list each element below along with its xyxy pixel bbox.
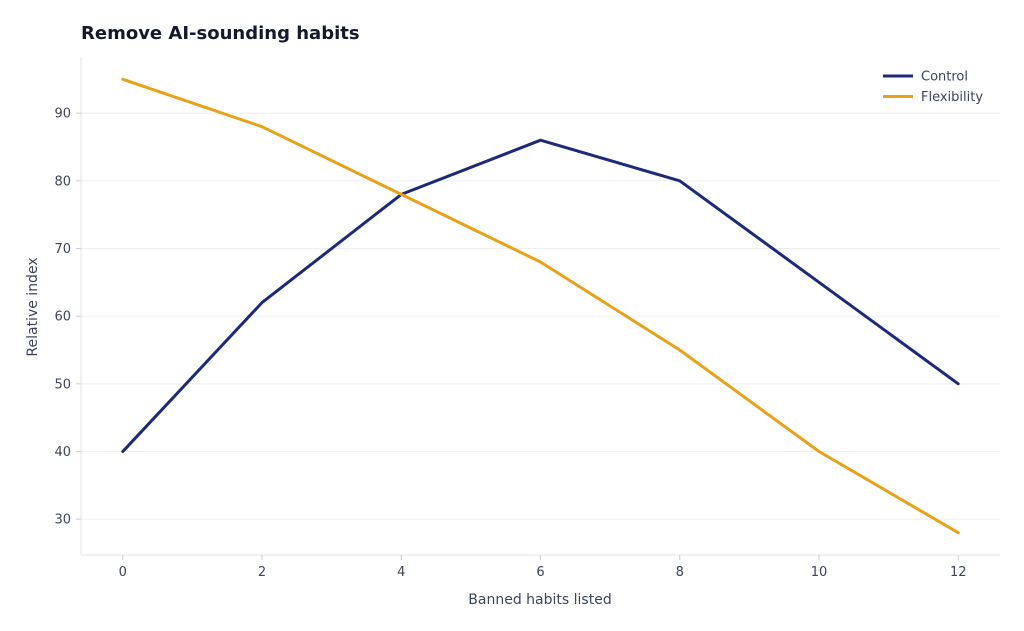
x-tick-label: 12	[950, 565, 967, 580]
y-tick-label: 80	[54, 174, 71, 189]
y-tick-labels: 30 40 50 60 70 80 90	[54, 107, 81, 528]
axes	[80, 57, 1000, 556]
legend: Control Flexibility	[883, 70, 983, 105]
x-axis-label: Banned habits listed	[468, 592, 611, 608]
x-tick-label: 6	[536, 565, 544, 580]
y-tick-label: 30	[54, 513, 71, 528]
x-tick-labels: 0 2 4 6 8 10 12	[119, 555, 967, 580]
series-line-control	[121, 138, 960, 453]
x-tick-label: 8	[676, 565, 684, 580]
y-tick-label: 50	[54, 377, 71, 392]
x-tick-label: 2	[258, 565, 266, 580]
y-tick-label: 70	[54, 242, 71, 257]
y-tick-label: 60	[54, 310, 71, 325]
x-tick-label: 4	[397, 565, 405, 580]
y-axis-label: Relative index	[25, 257, 41, 356]
gridlines	[81, 112, 1000, 520]
x-tick-label: 0	[119, 565, 127, 580]
series-line-flexibility	[121, 77, 960, 535]
series-lines	[121, 77, 960, 535]
legend-label-control: Control	[921, 70, 968, 85]
x-tick-label: 10	[811, 565, 828, 580]
y-tick-label: 90	[54, 107, 71, 122]
y-tick-label: 40	[54, 445, 71, 460]
legend-label-flexibility: Flexibility	[921, 90, 983, 105]
chart-title: Remove AI-sounding habits	[81, 23, 360, 44]
